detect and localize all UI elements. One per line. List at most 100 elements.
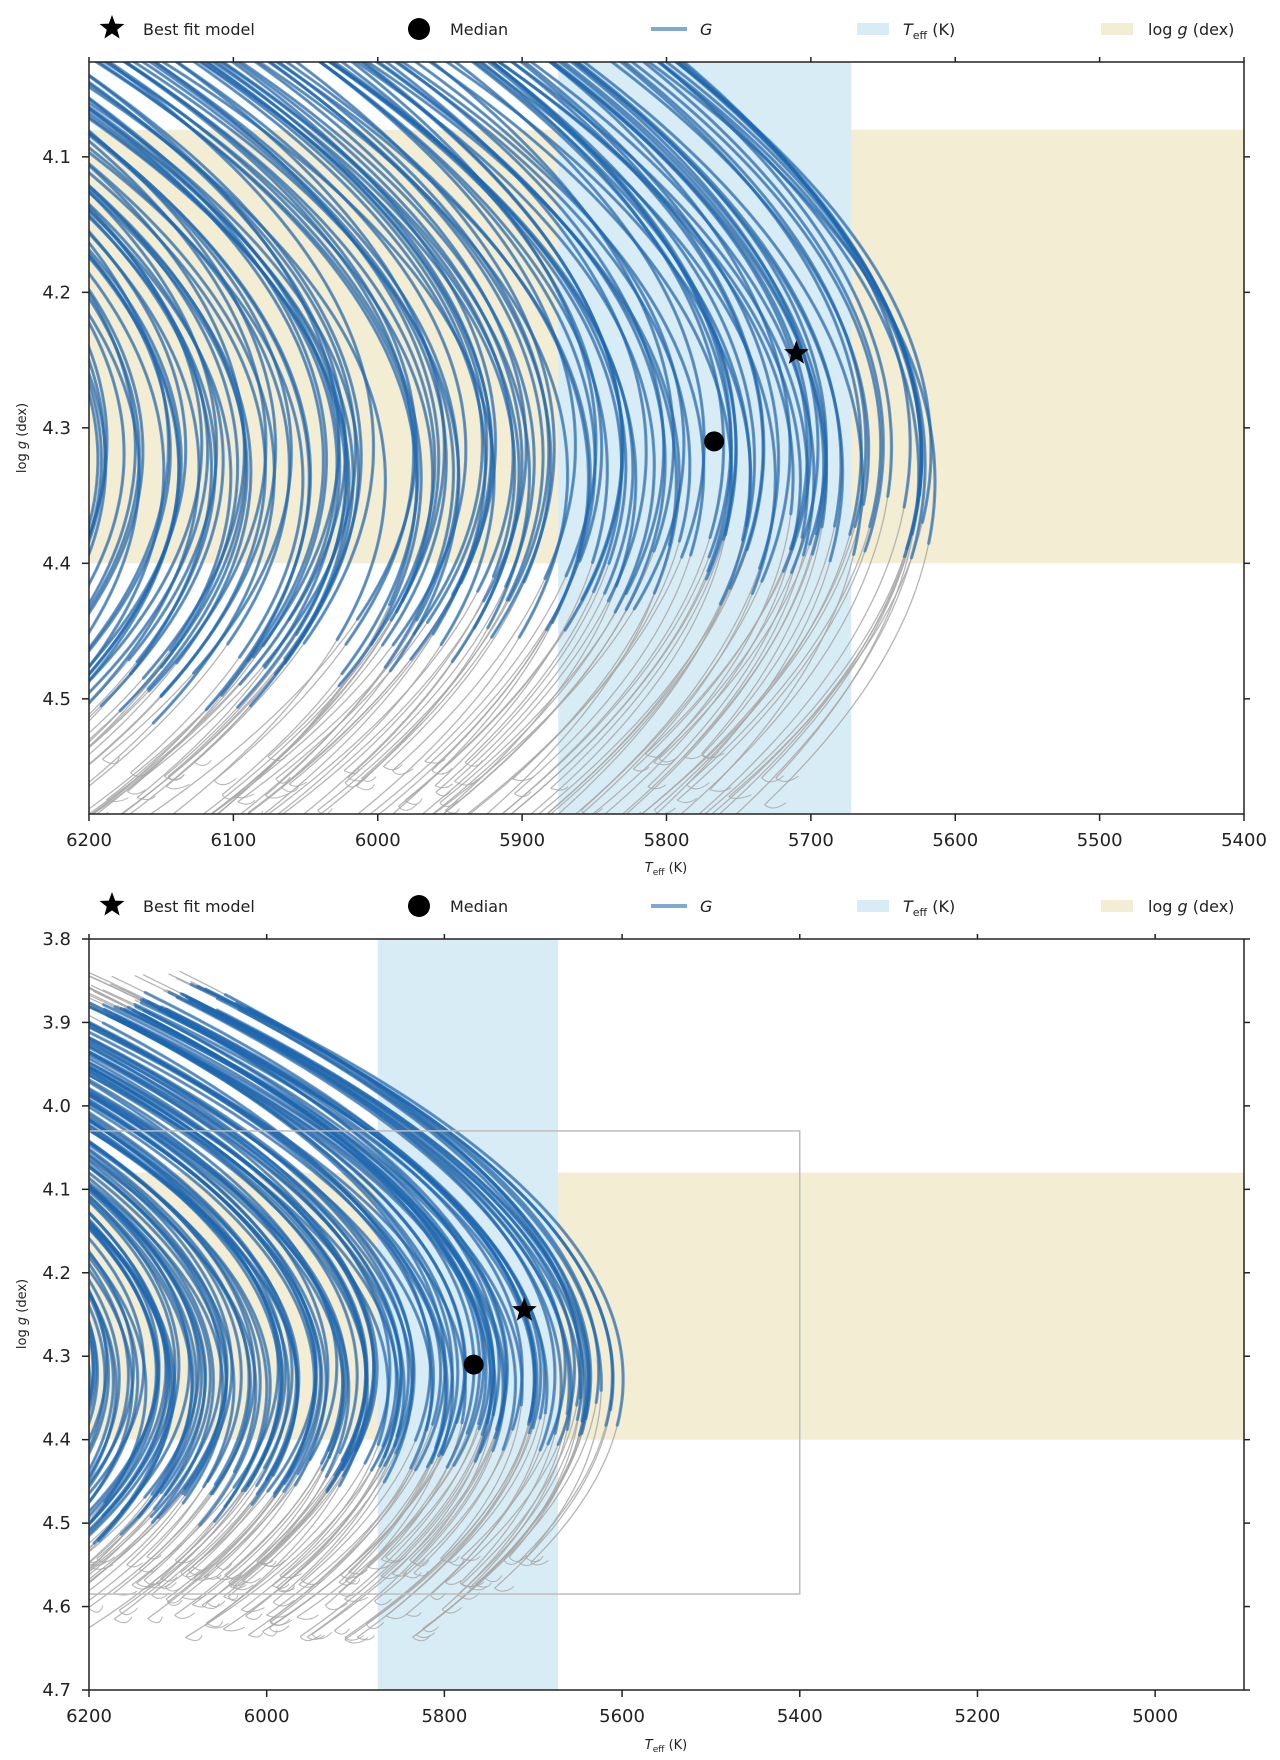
y-tick-label: 4.3 [42,1346,71,1367]
gray-track-hook [483,1575,503,1583]
logg-swatch-icon [1101,900,1133,912]
y-tick-label: 4.4 [42,553,71,574]
gray-track-hook [17,866,41,871]
blue-track [89,231,201,706]
gray-track-hook [0,1615,4,1619]
gray-track-hook [448,1559,465,1566]
star-icon [99,15,125,39]
y-tick-label: 4.5 [42,1513,71,1534]
blue-track [173,62,447,622]
gray-track-hook [356,783,376,791]
gray-track [0,1027,72,1636]
blue-track [89,229,188,669]
gray-track [0,982,36,1568]
blue-track [89,1146,251,1486]
gray-track-hook [457,847,480,852]
blue-track [681,62,912,509]
gray-track-hook [402,1572,422,1579]
gray-track-hook [701,752,725,759]
blue-track [0,1079,72,1544]
blue-track [0,0,79,716]
gray-track-hook [21,1625,42,1630]
blue-track [123,1007,524,1407]
teff-swatch-icon [857,900,889,912]
blue-track [89,1223,159,1504]
gray-track-hook [497,824,514,829]
gray-track [0,1020,3,1562]
y-axis-title: log g (dex) [15,1279,30,1349]
gray-track-hook [565,869,585,873]
blue-track [104,62,376,645]
gray-track-hook [296,1614,319,1620]
gray-track-hook [55,810,74,816]
gray-track-hook [248,1632,264,1638]
y-tick-label: 4.2 [42,1263,71,1284]
y-axis: 4.1 4.2 4.3 4.4 4.5 [42,147,1250,710]
blue-track [522,62,781,570]
blue-track [201,1007,583,1400]
blue-track [618,62,863,536]
gray-track-hook [113,1616,133,1624]
blue-track [0,1081,9,1555]
gray-track-hook [764,802,787,809]
gray-track-hook [344,1637,369,1644]
gray-track-hook [349,819,367,825]
y-tick-label: 4.6 [42,1597,71,1618]
blue-track [89,1176,216,1524]
blue-track [89,1157,258,1473]
gray-track [0,0,80,771]
blue-track [89,73,363,661]
y-tick-label: 4.7 [42,1680,71,1701]
gray-track-hook [127,869,142,875]
blue-track [89,1193,181,1538]
blue-track [392,62,692,543]
median-marker [463,1354,484,1375]
blue-track [528,62,816,557]
gray-track-hook [13,883,29,887]
gray-track-hook [77,881,94,887]
gray-track-hook [383,764,403,771]
x-tick-label: 5800 [644,830,690,851]
gray-track-hook [311,1631,333,1640]
gray-track-hook [102,757,120,765]
gray-track-hook [344,1635,365,1641]
legend-item-logg: log g (dex) [1101,20,1234,39]
gray-track-hook [0,1634,9,1640]
gray-track-hook [35,1635,51,1639]
gray-track-hook [618,832,633,837]
blue-track [89,1100,324,1493]
gray-track-hook [317,808,333,814]
gray-track-hook [13,1611,32,1617]
plot-frame [88,938,1245,1691]
gray-track-hook [64,1569,87,1574]
blue-track [489,62,757,606]
gray-track [0,982,1,1581]
blue-track [495,62,803,551]
y-tick-label: 4.0 [42,1096,71,1117]
blue-track [131,62,461,673]
blue-tracks [0,0,937,725]
gray-track-hook [224,1572,243,1580]
blue-track [113,1013,454,1469]
gray-track-hook [439,800,459,807]
blue-track [89,387,100,531]
gray-track-hook [0,1581,1,1585]
gray-track-hook [194,759,212,766]
blue-track [181,992,571,1415]
gray-track-hook [424,758,446,764]
blue-track [427,62,734,537]
gray-track-hook [412,1634,431,1642]
gray-track-hook [89,1557,102,1564]
gray-track-hook [272,1583,290,1589]
gray-track-hook [3,1628,18,1632]
blue-track [89,1004,505,1425]
gray-track-hook [775,775,799,782]
blue-track [89,311,141,636]
x-tick-label: 5900 [499,830,545,851]
blue-track [89,1289,116,1474]
gray-track-hook [0,1581,18,1587]
blue-track [364,62,681,595]
gray-track-hook [413,1570,429,1577]
gray-track-hook [460,1555,481,1561]
